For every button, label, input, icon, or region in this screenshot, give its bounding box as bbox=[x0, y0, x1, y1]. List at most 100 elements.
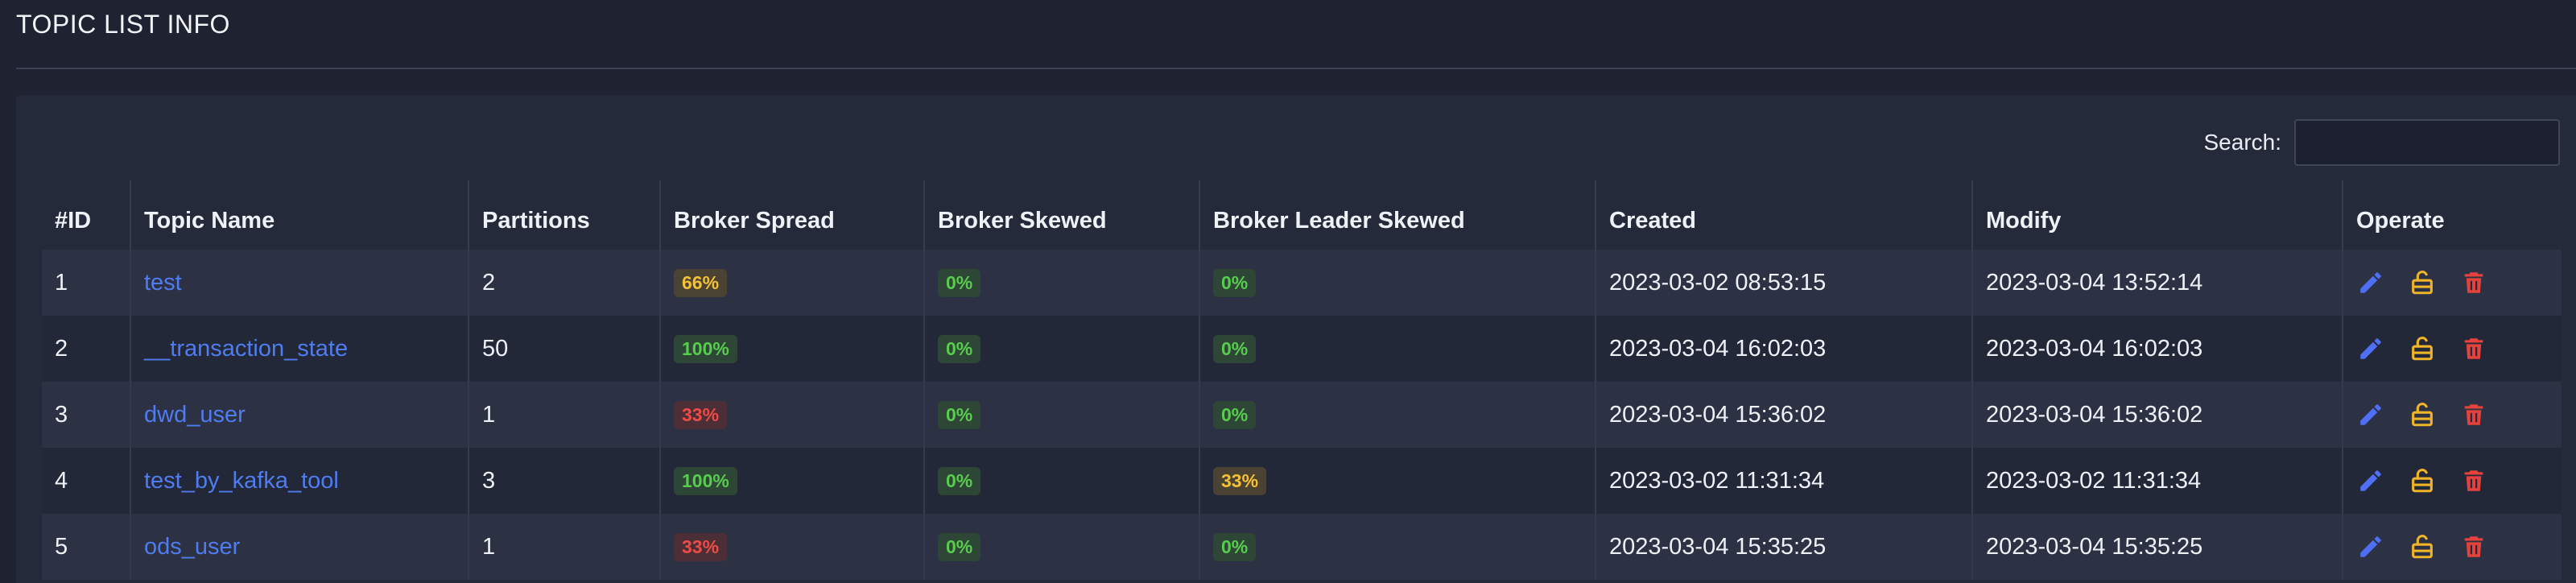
operate-actions bbox=[2356, 268, 2549, 297]
broker-skewed-badge: 0% bbox=[938, 532, 981, 561]
edit-button[interactable] bbox=[2356, 466, 2385, 495]
created-time: 2023-03-04 15:35:25 bbox=[1609, 533, 1827, 560]
cell-topic-name: dwd_user bbox=[130, 382, 469, 448]
operate-actions bbox=[2356, 334, 2549, 363]
delete-button[interactable] bbox=[2459, 466, 2488, 495]
table-row: 5 ods_user 1 33% 0% 0% 2023-03-04 15:35:… bbox=[42, 514, 2562, 580]
table-header-row: #ID Topic Name Partitions Broker Spread … bbox=[42, 180, 2562, 250]
broker-spread-badge: 66% bbox=[674, 268, 728, 297]
broker-spread-badge: 33% bbox=[674, 400, 728, 429]
cell-broker-spread: 66% bbox=[659, 250, 924, 316]
unlock-button[interactable] bbox=[2408, 400, 2437, 429]
broker-leader-skewed-badge: 0% bbox=[1213, 400, 1257, 429]
delete-button[interactable] bbox=[2459, 334, 2488, 363]
header-broker-leader-skewed[interactable]: Broker Leader Skewed bbox=[1199, 180, 1596, 250]
cell-topic-name: ods_user bbox=[130, 514, 469, 580]
table-row: 1 test 2 66% 0% 0% 2023-03-02 08:53:15 2… bbox=[42, 250, 2562, 316]
broker-spread-badge: 100% bbox=[674, 466, 737, 495]
unlock-button[interactable] bbox=[2408, 334, 2437, 363]
header-topic-name[interactable]: Topic Name bbox=[130, 180, 469, 250]
operate-actions bbox=[2356, 400, 2549, 429]
delete-button[interactable] bbox=[2459, 268, 2488, 297]
topic-id: 4 bbox=[55, 467, 68, 494]
topic-name-link[interactable]: ods_user bbox=[144, 533, 241, 560]
edit-button[interactable] bbox=[2356, 532, 2385, 561]
delete-button[interactable] bbox=[2459, 532, 2488, 561]
cell-topic-name: __transaction_state bbox=[130, 316, 469, 382]
topic-name-link[interactable]: dwd_user bbox=[144, 401, 246, 428]
cell-partitions: 2 bbox=[468, 250, 660, 316]
header-modify[interactable]: Modify bbox=[1971, 180, 2343, 250]
trash-icon bbox=[2464, 470, 2483, 491]
unlock-icon bbox=[2412, 337, 2433, 361]
unlock-icon bbox=[2412, 271, 2433, 295]
partitions-value: 2 bbox=[482, 269, 496, 296]
topic-name-link[interactable]: __transaction_state bbox=[144, 335, 349, 362]
broker-leader-skewed-badge: 0% bbox=[1213, 334, 1257, 363]
cell-id: 5 bbox=[42, 514, 130, 580]
pencil-icon bbox=[2360, 536, 2381, 557]
header-created[interactable]: Created bbox=[1595, 180, 1972, 250]
cell-created: 2023-03-04 16:02:03 bbox=[1595, 316, 1972, 382]
cell-operate bbox=[2342, 316, 2562, 382]
search-input[interactable] bbox=[2294, 119, 2560, 166]
cell-broker-skewed: 0% bbox=[923, 316, 1199, 382]
partitions-value: 3 bbox=[482, 467, 496, 494]
cell-broker-skewed: 0% bbox=[923, 250, 1199, 316]
topic-table: #ID Topic Name Partitions Broker Spread … bbox=[42, 180, 2562, 580]
trash-icon bbox=[2464, 338, 2483, 359]
table-row: 3 dwd_user 1 33% 0% 0% 2023-03-04 15:36:… bbox=[42, 382, 2562, 448]
trash-icon bbox=[2464, 272, 2483, 293]
created-time: 2023-03-04 16:02:03 bbox=[1609, 335, 1827, 362]
unlock-button[interactable] bbox=[2408, 268, 2437, 297]
edit-button[interactable] bbox=[2356, 268, 2385, 297]
cell-partitions: 1 bbox=[468, 382, 660, 448]
cell-created: 2023-03-04 15:35:25 bbox=[1595, 514, 1972, 580]
created-time: 2023-03-04 15:36:02 bbox=[1609, 401, 1827, 428]
cell-created: 2023-03-02 11:31:34 bbox=[1595, 448, 1972, 514]
cell-broker-spread: 100% bbox=[659, 448, 924, 514]
created-time: 2023-03-02 11:31:34 bbox=[1609, 467, 1825, 494]
pencil-icon bbox=[2360, 272, 2381, 293]
broker-leader-skewed-badge: 33% bbox=[1213, 466, 1267, 495]
cell-broker-leader-skewed: 0% bbox=[1199, 316, 1596, 382]
title-divider bbox=[16, 68, 2576, 69]
unlock-button[interactable] bbox=[2408, 532, 2437, 561]
table-row: 2 __transaction_state 50 100% 0% 0% 2023… bbox=[42, 316, 2562, 382]
broker-leader-skewed-badge: 0% bbox=[1213, 268, 1257, 297]
search-area: Search: bbox=[2204, 119, 2560, 166]
topic-name-link[interactable]: test bbox=[144, 269, 182, 296]
cell-broker-leader-skewed: 33% bbox=[1199, 448, 1596, 514]
broker-leader-skewed-badge: 0% bbox=[1213, 532, 1257, 561]
modify-time: 2023-03-04 13:52:14 bbox=[1986, 269, 2203, 296]
cell-created: 2023-03-04 15:36:02 bbox=[1595, 382, 1972, 448]
delete-button[interactable] bbox=[2459, 400, 2488, 429]
cell-broker-leader-skewed: 0% bbox=[1199, 382, 1596, 448]
page-title: TOPIC LIST INFO bbox=[16, 10, 230, 39]
header-broker-skewed[interactable]: Broker Skewed bbox=[923, 180, 1199, 250]
topic-id: 5 bbox=[55, 533, 68, 560]
trash-icon bbox=[2464, 536, 2483, 557]
cell-operate bbox=[2342, 250, 2562, 316]
cell-id: 3 bbox=[42, 382, 130, 448]
pencil-icon bbox=[2360, 404, 2381, 425]
cell-broker-skewed: 0% bbox=[923, 448, 1199, 514]
header-id[interactable]: #ID bbox=[55, 207, 92, 234]
edit-button[interactable] bbox=[2356, 400, 2385, 429]
edit-button[interactable] bbox=[2356, 334, 2385, 363]
cell-broker-leader-skewed: 0% bbox=[1199, 514, 1596, 580]
cell-id: 1 bbox=[42, 250, 130, 316]
unlock-button[interactable] bbox=[2408, 466, 2437, 495]
topic-name-link[interactable]: test_by_kafka_tool bbox=[144, 467, 339, 494]
header-broker-spread[interactable]: Broker Spread bbox=[659, 180, 924, 250]
header-partitions[interactable]: Partitions bbox=[468, 180, 660, 250]
header-operate: Operate bbox=[2342, 180, 2562, 250]
cell-operate bbox=[2342, 448, 2562, 514]
modify-time: 2023-03-04 16:02:03 bbox=[1986, 335, 2203, 362]
cell-modify: 2023-03-04 13:52:14 bbox=[1971, 250, 2343, 316]
cell-id: 2 bbox=[42, 316, 130, 382]
cell-created: 2023-03-02 08:53:15 bbox=[1595, 250, 1972, 316]
cell-operate bbox=[2342, 514, 2562, 580]
cell-modify: 2023-03-04 16:02:03 bbox=[1971, 316, 2343, 382]
